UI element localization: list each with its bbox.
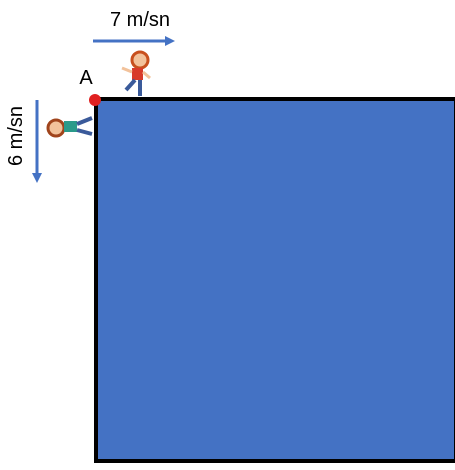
square-field bbox=[94, 97, 455, 463]
runner-top bbox=[121, 50, 151, 96]
point-label: A bbox=[79, 67, 93, 89]
runner-left bbox=[46, 116, 93, 138]
point-a bbox=[89, 94, 101, 106]
top-speed-label: 7 m/sn bbox=[110, 9, 170, 31]
left-speed-label: 6 m/sn bbox=[5, 106, 27, 166]
